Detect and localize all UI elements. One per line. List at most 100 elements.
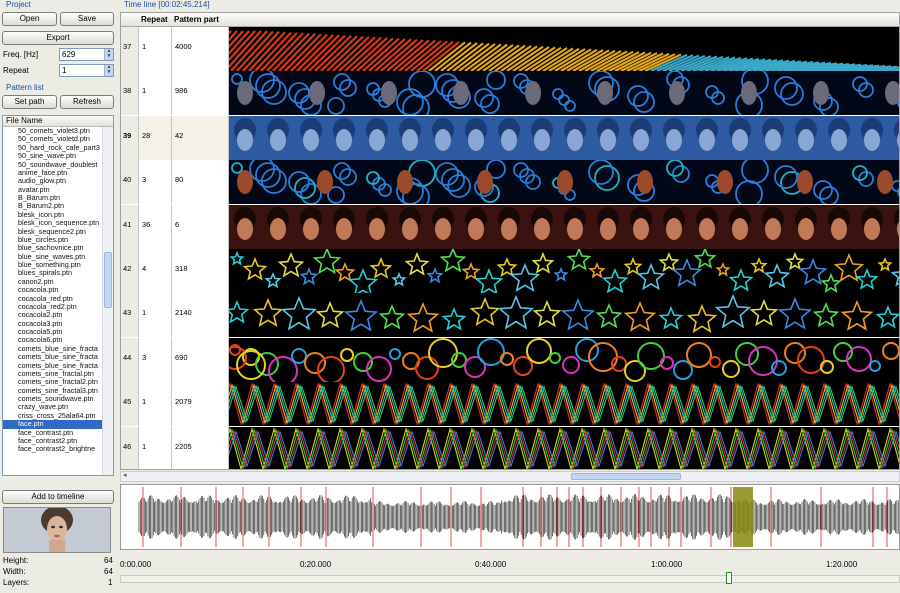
file-list-item[interactable]: comets_sine_fractal2.ptn (18, 378, 98, 387)
repeat-cell[interactable]: 1 (139, 426, 172, 469)
file-list-item[interactable]: blue_circles.ptn (18, 235, 68, 244)
file-list-item[interactable]: crazy_wave.ptn (18, 403, 68, 412)
file-list-item[interactable]: face.ptn (3, 420, 104, 429)
repeat-cell[interactable]: 4 (139, 249, 172, 293)
file-list-item[interactable]: anime_face.ptn (18, 168, 68, 177)
playhead-handle[interactable] (726, 572, 732, 584)
pattern-strip[interactable] (229, 426, 899, 469)
audio-waveform[interactable] (120, 484, 900, 550)
add-to-timeline-button[interactable]: Add to timeline (2, 490, 114, 504)
file-list-item[interactable]: blues_spirals.ptn (18, 269, 72, 278)
pattern-part-cell[interactable]: 42 (172, 115, 229, 160)
pattern-strip[interactable] (229, 27, 899, 71)
refresh-button[interactable]: Refresh (60, 95, 114, 109)
timeline-row[interactable]: 37 1 4000 (121, 27, 899, 71)
repeat-cell[interactable]: 1 (139, 27, 172, 71)
pattern-part-cell[interactable]: 6 (172, 204, 229, 249)
pattern-strip[interactable] (229, 115, 899, 160)
timeline-row[interactable]: 45 1 2079 (121, 382, 899, 427)
timeline-row[interactable]: 41 36 6 (121, 204, 899, 249)
spin-arrows-icon[interactable]: ▲ ▼ (104, 49, 113, 60)
timeline-row[interactable]: 40 3 80 (121, 160, 899, 205)
file-list-item[interactable]: cocacola_red2.ptn (18, 302, 77, 311)
time-scrollbar[interactable] (120, 572, 900, 584)
file-list-item[interactable]: blue_sachovnice.ptn (18, 244, 84, 253)
file-list-item[interactable]: face_contrast2_brightne (18, 445, 96, 454)
pattern-part-cell[interactable]: 2140 (172, 293, 229, 338)
pattern-part-cell[interactable]: 2205 (172, 426, 229, 469)
file-list[interactable]: File Name 50_comets_violet3.ptn 50_comets… (2, 115, 114, 476)
file-list-item[interactable]: 50_sine_wave.ptn (18, 152, 76, 161)
pattern-part-cell[interactable]: 80 (172, 160, 229, 205)
file-list-item[interactable]: canon2.ptn (18, 277, 54, 286)
scroll-thumb[interactable] (104, 252, 112, 308)
timeline-grid[interactable]: Repeat Pattern part 37 1 4000 38 1 986 39 28 42 4… (120, 12, 900, 470)
pattern-part-cell[interactable]: 318 (172, 249, 229, 293)
pattern-strip[interactable] (229, 71, 899, 116)
file-list-item[interactable]: cocacola_red.ptn (18, 294, 73, 303)
file-list-item[interactable]: 50_comets_violet3.ptn (18, 127, 90, 135)
pattern-strip[interactable] (229, 249, 899, 293)
file-list-item[interactable]: blesk_icon_sequence.ptn (18, 219, 100, 228)
file-list-item[interactable]: criss_cross_25ala64.ptn (18, 411, 96, 420)
repeat-column-header[interactable]: Repeat (141, 15, 168, 24)
pattern-part-cell[interactable]: 690 (172, 337, 229, 382)
scroll-thumb[interactable] (571, 473, 681, 480)
pattern-part-cell[interactable]: 4000 (172, 27, 229, 71)
set-path-button[interactable]: Set path (2, 95, 57, 109)
file-list-item[interactable]: B_Barum2.ptn (18, 202, 64, 211)
file-list-item[interactable]: 50_soundwave_doublest (18, 160, 98, 169)
pattern-strip[interactable] (229, 160, 899, 205)
repeat-cell[interactable]: 1 (139, 293, 172, 338)
file-list-item[interactable]: blesk_sequence2.ptn (18, 227, 86, 236)
spin-arrows-icon[interactable]: ▲ ▼ (104, 65, 113, 76)
timeline-row[interactable]: 38 1 986 (121, 71, 899, 116)
timeline-row[interactable]: 42 4 318 (121, 249, 899, 293)
file-list-item[interactable]: blue_something.ptn (18, 261, 81, 269)
file-list-item[interactable]: comets_blue_sine_fracta (18, 361, 98, 370)
repeat-cell[interactable]: 36 (139, 204, 172, 249)
timeline-row[interactable]: 39 28 42 (121, 115, 899, 160)
timeline-hscrollbar[interactable]: ◂ (120, 471, 900, 482)
repeat-input[interactable]: 1 ▲ ▼ (59, 64, 114, 77)
pattern-strip[interactable] (229, 382, 899, 427)
pattern-part-cell[interactable]: 986 (172, 71, 229, 116)
file-list-item[interactable]: comets_soundwave.ptn (18, 395, 94, 403)
timeline-row[interactable]: 44 3 690 (121, 337, 899, 382)
scroll-left-icon[interactable]: ◂ (123, 472, 127, 479)
pattern-strip[interactable] (229, 293, 899, 338)
repeat-cell[interactable]: 3 (139, 160, 172, 205)
file-list-item[interactable]: face_contrast2.ptn (18, 436, 78, 445)
pattern-strip[interactable] (229, 337, 899, 382)
file-list-item[interactable]: 50_hard_rock_cafe_part3 (18, 143, 100, 152)
file-list-item[interactable]: comets_sine_fractal.ptn (18, 369, 94, 378)
repeat-cell[interactable]: 1 (139, 71, 172, 116)
file-list-item[interactable]: comets_sine_fractal3.ptn (18, 386, 98, 395)
pattern-strip[interactable] (229, 204, 899, 249)
pattern-part-cell[interactable]: 2079 (172, 382, 229, 427)
timeline-row[interactable]: 43 1 2140 (121, 293, 899, 338)
file-list-item[interactable]: cocacola2.ptn (18, 311, 63, 320)
file-list-item[interactable]: B_Barum.ptn (18, 194, 60, 202)
file-list-item[interactable]: comets_blue_sine_fracta (18, 344, 98, 353)
file-list-item[interactable]: avatar.ptn (18, 185, 50, 194)
save-button[interactable]: Save (60, 12, 114, 26)
waveform-graph[interactable] (121, 485, 899, 549)
file-list-scrollbar[interactable] (102, 127, 113, 475)
file-list-item[interactable]: cocacola5.ptn (18, 328, 63, 336)
file-list-item[interactable]: face_contrast.ptn (18, 428, 74, 437)
file-name-column-header[interactable]: File Name (3, 116, 113, 127)
file-list-item[interactable]: 50_comets_violetd.ptn (18, 135, 90, 144)
file-list-item[interactable]: blue_sine_waves.ptn (18, 252, 86, 261)
pattern-part-column-header[interactable]: Pattern part (174, 15, 219, 24)
repeat-cell[interactable]: 28 (139, 115, 172, 160)
repeat-cell[interactable]: 1 (139, 382, 172, 427)
file-list-item[interactable]: blesk_icon.ptn (18, 210, 64, 219)
file-list-item[interactable]: comets_blue_sine_fracta (18, 353, 98, 362)
timeline-row[interactable]: 46 1 2205 (121, 426, 899, 469)
repeat-cell[interactable]: 3 (139, 337, 172, 382)
file-list-item[interactable]: cocacola6.ptn (18, 336, 63, 345)
export-button[interactable]: Export (2, 31, 114, 45)
freq-input[interactable]: 629 ▲ ▼ (59, 48, 114, 61)
file-list-item[interactable]: cocacola.ptn (18, 286, 59, 295)
